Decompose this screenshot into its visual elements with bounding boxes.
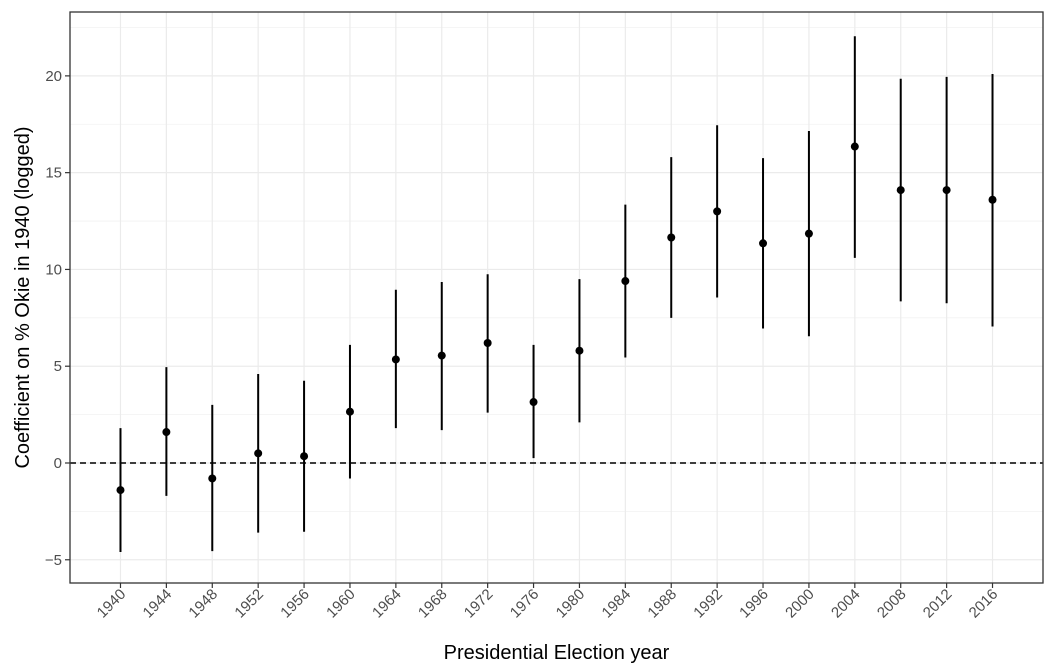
point-estimate (483, 338, 492, 347)
x-tick-label: 1956 (277, 586, 313, 622)
x-tick-label: 1992 (690, 586, 726, 622)
y-tick-label: 0 (54, 455, 62, 472)
point-estimate (850, 142, 859, 151)
x-tick-label: 1948 (185, 586, 221, 622)
point-estimate (208, 474, 217, 483)
x-axis-title: Presidential Election year (444, 642, 670, 664)
y-tick-label: 20 (45, 68, 62, 85)
x-tick-label: 1940 (94, 586, 130, 622)
x-tick-label: 1944 (140, 586, 176, 622)
data-marks (116, 36, 997, 553)
point-estimate (345, 407, 354, 416)
x-tick-label: 1972 (461, 586, 497, 622)
x-tick-label: 2004 (828, 586, 864, 622)
y-tick-label: −5 (45, 552, 62, 569)
plot-panel-border (69, 11, 1044, 584)
point-estimate (254, 449, 263, 458)
point-estimate (391, 355, 400, 364)
point-estimate (713, 207, 722, 216)
x-tick-label: 1980 (553, 586, 589, 622)
x-tick-label: 2012 (920, 586, 956, 622)
point-estimate (162, 428, 171, 437)
x-tick-label: 1984 (599, 586, 635, 622)
y-tick-label: 10 (45, 261, 62, 278)
x-tick-label: 1976 (507, 586, 543, 622)
point-estimate (575, 346, 584, 355)
y-tick-label: 5 (54, 358, 62, 375)
point-estimate (988, 195, 997, 204)
point-estimate (942, 186, 951, 195)
x-tick-label: 1996 (736, 586, 772, 622)
x-tick-label: 2016 (966, 586, 1002, 622)
x-tick-label: 2008 (874, 586, 910, 622)
point-estimate (529, 398, 538, 407)
point-estimate (804, 229, 813, 238)
point-estimate (621, 277, 630, 286)
point-estimate (437, 351, 446, 360)
y-tick-label: 15 (45, 165, 62, 182)
x-tick-label: 1960 (323, 586, 359, 622)
x-tick-label: 1964 (369, 586, 405, 622)
axis-ticks: −5 0 5 10 15 20 1940 1944 1948 1952 1956 1960 1964 19… (45, 68, 1001, 622)
x-tick-label: 1968 (415, 586, 451, 622)
grid-lines (70, 12, 1043, 583)
x-tick-label: 1988 (644, 586, 680, 622)
point-estimate (116, 486, 125, 495)
x-tick-label: 2000 (782, 586, 818, 622)
y-axis-title: Coefficient on % Okie in 1940 (logged) (12, 126, 34, 468)
point-estimate (300, 452, 309, 461)
x-tick-label: 1952 (231, 586, 267, 622)
point-estimate (759, 239, 768, 248)
point-estimate (896, 186, 905, 195)
point-estimate (667, 233, 676, 242)
